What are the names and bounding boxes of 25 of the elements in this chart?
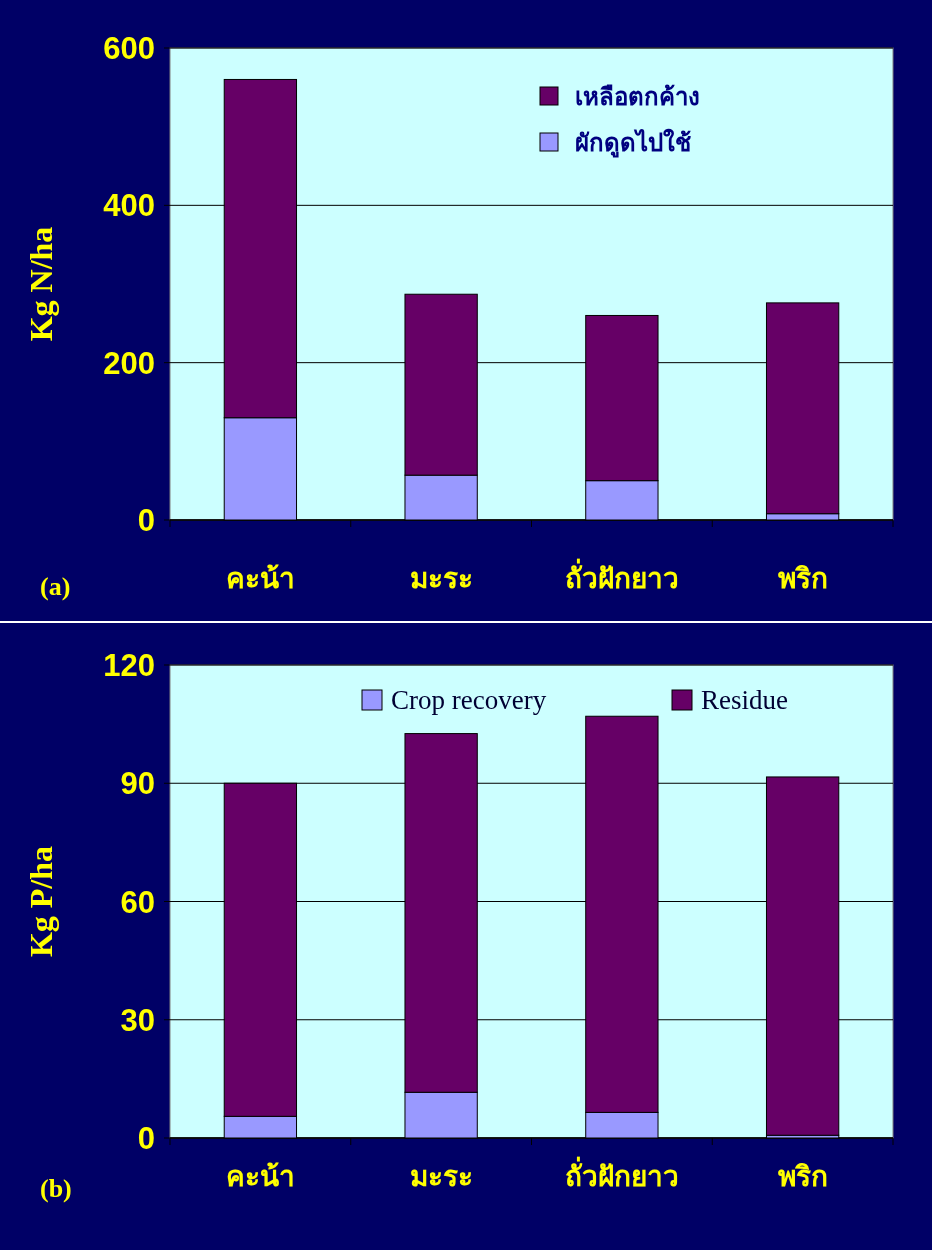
y-tick-label: 120 [103, 648, 155, 683]
legend-label: Crop recovery [391, 685, 547, 715]
x-tick-label: ถั่วฝักยาว [564, 1156, 679, 1193]
x-tick-label: คะน้า [225, 562, 295, 595]
legend-label: เหลือตกค้าง [575, 83, 700, 111]
text: (a) [40, 572, 71, 601]
legend-label: ผักดูดไปใช้ [575, 128, 691, 158]
legend-label: Residue [701, 685, 788, 715]
x-tick-label: ถั่วฝักยาว [564, 558, 679, 595]
text: (b) [40, 1174, 72, 1203]
y-tick-label: 90 [120, 766, 155, 802]
y-tick-label: 200 [103, 345, 155, 381]
y-tick-label: 30 [120, 1002, 155, 1038]
y-tick-label: 60 [120, 884, 155, 920]
x-tick-label: มะระ [409, 562, 473, 595]
x-tick-label: พริก [777, 1160, 828, 1193]
y-tick-label: 600 [103, 31, 155, 66]
x-tick-label: คะน้า [225, 1160, 295, 1193]
x-tick-label: มะระ [409, 1160, 473, 1193]
y-tick-label: 0 [137, 503, 155, 538]
y-tick-label: 0 [137, 1121, 155, 1156]
y-axis-title: Kg N/ha [23, 226, 59, 342]
y-axis-title: Kg P/ha [23, 845, 59, 958]
y-tick-label: 400 [103, 188, 155, 224]
x-tick-label: พริก [777, 562, 828, 595]
